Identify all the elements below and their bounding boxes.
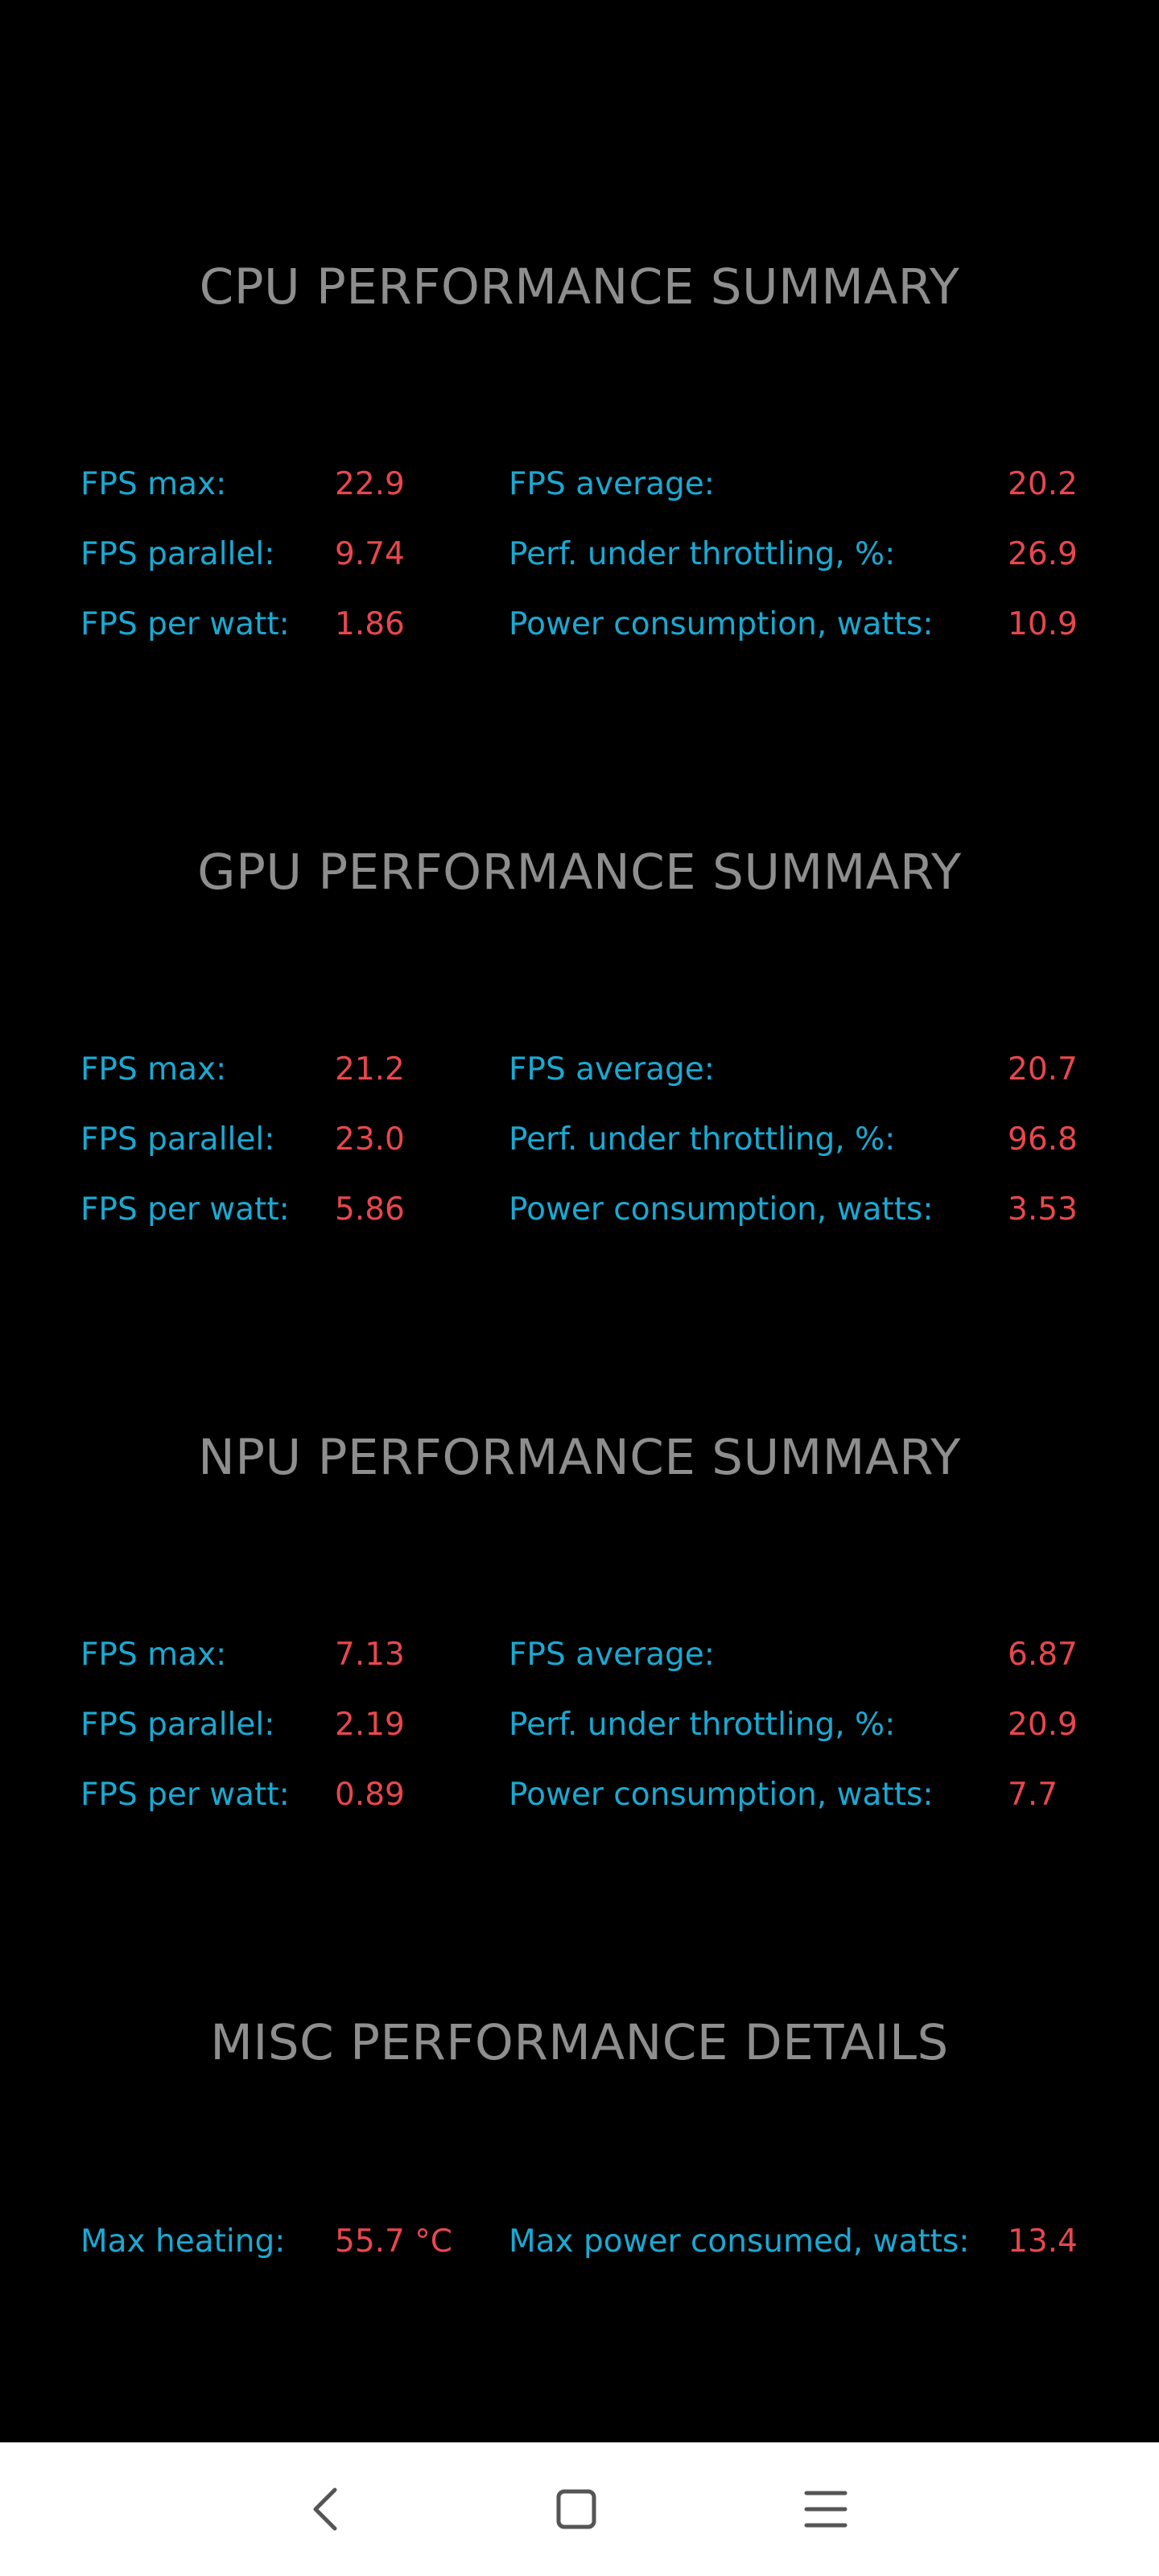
misc-row-max-heating: Max heating: 55.7 °C Max power consumed,… [0,2214,1159,2270]
metric-label: FPS max: [80,1051,227,1088]
performance-summary-screen: CPU PERFORMANCE SUMMARY FPS max: 22.9 FP… [0,258,1159,2270]
metric-value: 20.9 [1008,1707,1078,1743]
metric-value: 22.9 [335,466,405,502]
metric-label: FPS max: [80,1637,227,1673]
cpu-row-fps-parallel: FPS parallel: 9.74 Perf. under throttlin… [0,526,1159,583]
cpu-section-title: CPU PERFORMANCE SUMMARY [199,258,960,316]
metric-label: Power consumption, watts: [509,1777,934,1813]
gpu-row-fps-per-watt: FPS per watt: 5.86 Power consumption, wa… [0,1182,1159,1238]
metric-value: 21.2 [335,1051,405,1088]
metric-value: 5.86 [335,1191,405,1228]
system-navigation-bar [0,2442,1159,2576]
home-icon [556,2489,596,2529]
npu-row-fps-parallel: FPS parallel: 2.19 Perf. under throttlin… [0,1697,1159,1753]
metric-label: FPS average: [509,466,715,502]
metric-value: 10.9 [1008,606,1078,642]
metric-label: FPS per watt: [80,606,290,642]
metric-label: Power consumption, watts: [509,1191,934,1228]
metric-label: Perf. under throttling, %: [509,1707,896,1743]
gpu-row-fps-parallel: FPS parallel: 23.0 Perf. under throttlin… [0,1112,1159,1168]
metric-label: Perf. under throttling, %: [509,536,896,572]
metric-label: FPS parallel: [80,536,275,572]
metric-value: 9.74 [335,536,405,572]
metric-value: 7.7 [1008,1777,1058,1813]
metric-value: 20.2 [1008,466,1078,502]
metric-value: 2.19 [335,1707,405,1743]
metric-value: 55.7 °C [335,2223,452,2260]
metric-label: FPS average: [509,1637,715,1673]
menu-icon [804,2491,848,2528]
metric-value: 96.8 [1008,1121,1078,1158]
metric-value: 13.4 [1008,2223,1078,2260]
metric-label: Power consumption, watts: [509,606,934,642]
metric-value: 6.87 [1008,1637,1078,1673]
metric-value: 3.53 [1008,1191,1078,1228]
metric-label: FPS average: [509,1051,715,1088]
metric-label: FPS parallel: [80,1121,275,1158]
misc-section-title: MISC PERFORMANCE DETAILS [210,2014,949,2071]
metric-label: FPS per watt: [80,1777,290,1813]
npu-section-title: NPU PERFORMANCE SUMMARY [198,1429,961,1486]
cpu-row-fps-max: FPS max: 22.9 FPS average: 20.2 [0,456,1159,513]
home-button[interactable] [536,2469,617,2549]
npu-row-fps-max: FPS max: 7.13 FPS average: 6.87 [0,1627,1159,1683]
metric-value: 23.0 [335,1121,405,1158]
metric-value: 7.13 [335,1637,405,1673]
metric-label: Max power consumed, watts: [509,2223,970,2260]
metric-label: FPS max: [80,466,227,502]
metric-value: 26.9 [1008,536,1078,572]
metric-value: 0.89 [335,1777,405,1813]
recents-menu-button[interactable] [786,2469,866,2549]
metric-value: 20.7 [1008,1051,1078,1088]
metric-label: Max heating: [80,2223,286,2260]
metric-label: FPS parallel: [80,1707,275,1743]
metric-value: 1.86 [335,606,405,642]
npu-row-fps-per-watt: FPS per watt: 0.89 Power consumption, wa… [0,1767,1159,1823]
gpu-row-fps-max: FPS max: 21.2 FPS average: 20.7 [0,1042,1159,1098]
back-icon [313,2487,337,2531]
gpu-section-title: GPU PERFORMANCE SUMMARY [197,844,962,901]
back-button[interactable] [287,2469,367,2549]
metric-label: Perf. under throttling, %: [509,1121,896,1158]
cpu-row-fps-per-watt: FPS per watt: 1.86 Power consumption, wa… [0,597,1159,653]
metric-label: FPS per watt: [80,1191,290,1228]
